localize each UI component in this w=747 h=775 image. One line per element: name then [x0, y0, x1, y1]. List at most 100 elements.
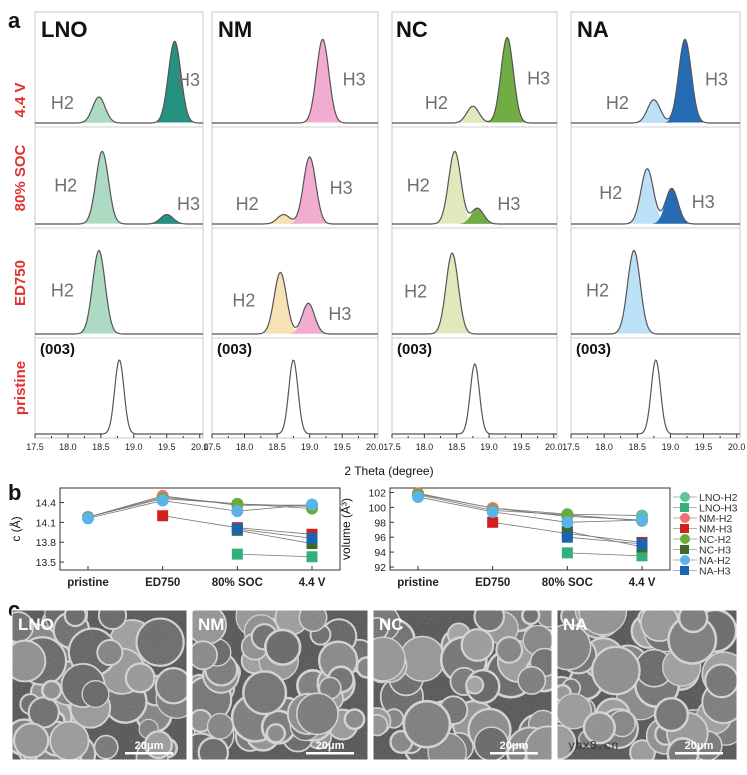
legend-item-nc-h3: NC-H3 [673, 545, 731, 557]
scale-bar [125, 752, 173, 755]
panel-letter-a: a [8, 8, 21, 33]
scale-bar-label: 20μm [500, 740, 529, 752]
y-tick-label: 98 [374, 517, 386, 529]
sem-label: NA [563, 615, 588, 634]
legend-marker [680, 545, 689, 554]
legend-marker [680, 492, 690, 502]
sem-frame [191, 609, 369, 761]
sem-image-nm: NM 20μm [191, 609, 369, 761]
scale-bar-label: 20μm [135, 740, 164, 752]
volume-plot: 92 94 96 98 100 102 pristine ED750 80% SOC 4.4 V v… [338, 487, 671, 589]
peak-label-h3: H3 [177, 70, 200, 90]
sem-image-nc: NC 20μm [372, 609, 553, 761]
legend-marker [680, 555, 690, 565]
x-category-label: 80% SOC [542, 577, 593, 589]
xrd-column-lno: H2 H3 H2 H3 H2 (003) 17.5 18.0 18.5 19.0 19.5 20.0 [26, 11, 209, 452]
peak-fill-nc-h2 [432, 253, 472, 334]
legend-item-lno-h2: LNO-H2 [673, 492, 738, 504]
xrd-x-axis: 17.5 18.0 18.5 19.0 19.5 20.0 [383, 434, 563, 452]
row-label-pristine: pristine [12, 361, 29, 415]
legend-label: LNO-H2 [699, 492, 738, 504]
point-na-h2 [231, 505, 244, 518]
x-tick-label: 17.5 [562, 442, 580, 452]
series-line-nc-h3 [237, 529, 313, 544]
peak-fill-lno-h2 [78, 97, 119, 123]
peak-label-h2: H2 [606, 93, 629, 113]
sem-texture [557, 610, 737, 760]
xrd-column-nm: H3 H2 H3 H2 H3 (003) 17.5 18.0 18.5 19.0 19.5 20.0 [203, 11, 384, 452]
point-lno-h3 [636, 550, 648, 562]
legend: LNO-H2LNO-H3NM-H2NM-H3NC-H2NC-H3NA-H2NA-… [673, 492, 738, 578]
point-na-h2 [306, 498, 318, 511]
label-003: (003) [576, 341, 611, 358]
legend-label: LNO-H3 [699, 503, 738, 515]
legend-marker [680, 503, 689, 512]
series-line-na-h3 [237, 528, 313, 539]
peak-label-h2: H2 [54, 175, 77, 195]
xrd-x-axis: 17.5 18.0 18.5 19.0 19.5 20.0 [203, 434, 384, 452]
peak-label-h3: H3 [527, 68, 550, 88]
x-category-label: pristine [67, 577, 109, 589]
x-category-label: 80% SOC [212, 577, 263, 589]
legend-label: NC-H3 [699, 545, 731, 557]
sem-image-content [192, 610, 368, 760]
x-tick-label: 19.5 [513, 442, 531, 452]
peak-label-h2: H2 [407, 175, 430, 195]
y-tick-label: 13.8 [36, 537, 57, 549]
peak-label-h2: H2 [599, 183, 622, 203]
point-na-h2 [412, 490, 424, 503]
label-003: (003) [40, 341, 75, 358]
y-axis-label: volume (Å³) [338, 498, 353, 560]
legend-marker [680, 513, 690, 523]
xrd-curve-lno [35, 40, 203, 124]
x-tick-label: 20.0 [366, 442, 384, 452]
x-category-label: pristine [397, 577, 439, 589]
plot-frame [59, 487, 341, 571]
x-tick-label: 20.0 [191, 442, 209, 452]
y-axis-label: c (Å) [8, 516, 23, 541]
xrd-curve-lno [35, 359, 203, 435]
sem-label: NC [379, 615, 404, 634]
series-line-nc-h3 [567, 530, 643, 548]
column-headers: LNO NM NC NA [41, 17, 609, 42]
point-na-h3 [306, 532, 318, 544]
peak-label-h2: H2 [51, 93, 74, 113]
label-003: (003) [397, 341, 432, 358]
point-na-h2 [486, 505, 499, 518]
point-na-h2 [156, 494, 169, 507]
row-label-ed750: ED750 [12, 260, 29, 306]
x-tick-label: 17.5 [26, 442, 44, 452]
peak-fill-nm-h3 [302, 39, 343, 123]
peak-label-h3: H3 [497, 194, 520, 214]
x-tick-label: 18.0 [595, 442, 613, 452]
xrd-curve-lno [35, 249, 203, 335]
label-003: (003) [217, 341, 252, 358]
series-line-nm-h2 [87, 495, 312, 518]
x-tick-label: 17.5 [203, 442, 221, 452]
scale-bar-label: 20μm [316, 740, 345, 752]
series-line-nc-h2 [417, 494, 643, 522]
x-tick-label: 18.5 [92, 442, 110, 452]
point-lno-h3 [306, 551, 318, 563]
x-category-label: 4.4 V [629, 577, 656, 589]
xrd-column-frame [211, 11, 379, 439]
sem-image-lno: LNO 20μm [11, 609, 188, 761]
scale-bar-label: 20μm [685, 740, 714, 752]
plot-frame [389, 487, 671, 571]
series-line-na-h3 [567, 536, 643, 545]
legend-label: NA-H3 [699, 566, 731, 578]
legend-label: NM-H3 [699, 524, 732, 536]
legend-item-nc-h2: NC-H2 [673, 534, 731, 546]
point-lno-h3 [561, 547, 573, 559]
peak-label-h2: H2 [51, 280, 74, 300]
series-line-lno-h3 [237, 553, 313, 558]
x-tick-label: 19.5 [695, 442, 713, 452]
xrd-curve-nc [392, 150, 557, 225]
legend-marker [680, 534, 690, 544]
peak-fill-na-h2 [613, 250, 655, 334]
xrd-column-frame [34, 11, 204, 439]
sem-label: NM [198, 615, 224, 634]
point-nm-h3 [487, 516, 499, 528]
peak-label-h3: H3 [692, 192, 715, 212]
point-lno-h3 [231, 548, 243, 560]
